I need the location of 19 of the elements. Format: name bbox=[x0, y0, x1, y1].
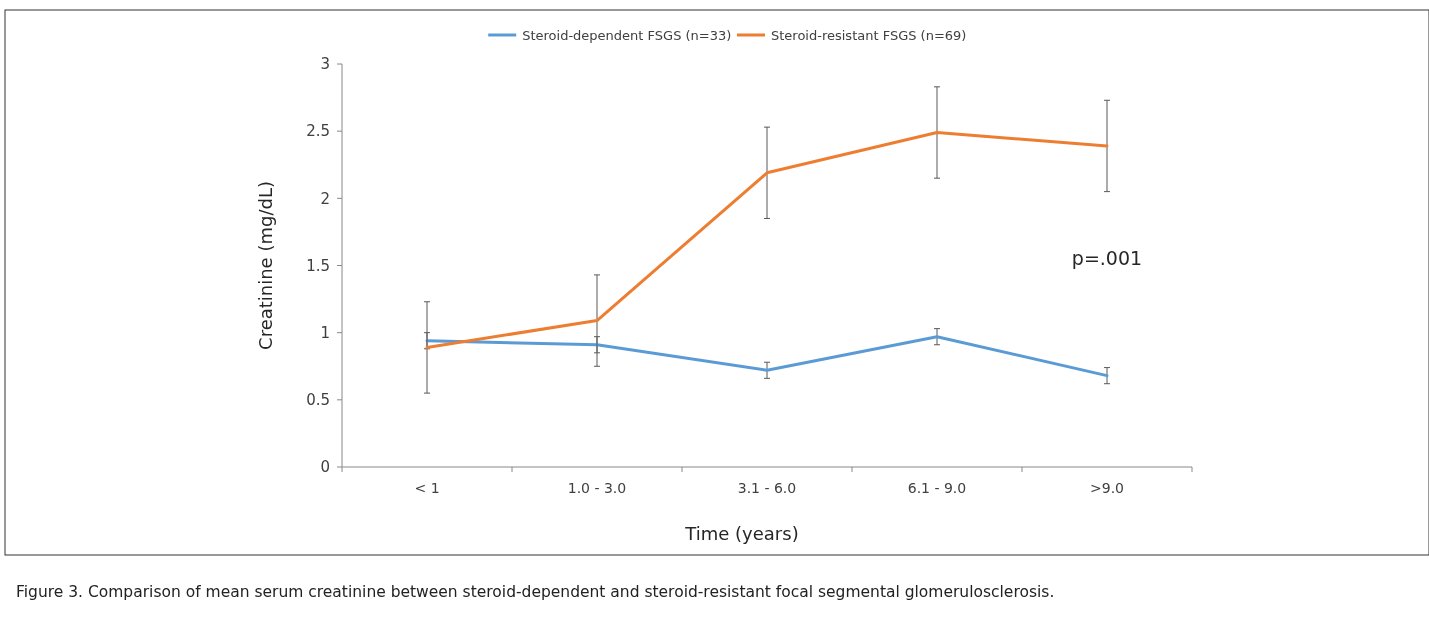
legend-label: Steroid-dependent FSGS (n=33) bbox=[522, 27, 732, 43]
line-series bbox=[425, 335, 1109, 378]
y-tick-label: 1.5 bbox=[306, 256, 330, 275]
annotation: p=.001 bbox=[1071, 247, 1143, 270]
y-tick-label: 0.5 bbox=[306, 391, 330, 410]
y-axis-title: Creatinine (mg/dL) bbox=[255, 181, 276, 350]
x-tick-label: 6.1 - 9.0 bbox=[907, 480, 967, 496]
y-tick-label: 2 bbox=[320, 189, 330, 208]
x-axis-title: Time (years) bbox=[684, 523, 799, 544]
x-tick-label: 3.1 - 6.0 bbox=[737, 480, 797, 496]
y-tick-label: 3 bbox=[320, 55, 330, 74]
x-tick-label: >9.0 bbox=[1090, 480, 1124, 496]
y-tick-label: 2.5 bbox=[306, 122, 330, 141]
y-tick-label: 0 bbox=[320, 458, 330, 477]
x-tick-label: 1.0 - 3.0 bbox=[567, 480, 627, 496]
legend-label: Steroid-resistant FSGS (n=69) bbox=[771, 27, 967, 43]
x-tick-label: < 1 bbox=[414, 480, 440, 496]
y-tick-label: 1 bbox=[320, 323, 330, 342]
caption: Figure 3. Comparison of mean serum creatinine between steroid-dependent and steroid-resistant focal segmental glomerulosclerosis. bbox=[16, 583, 1055, 601]
